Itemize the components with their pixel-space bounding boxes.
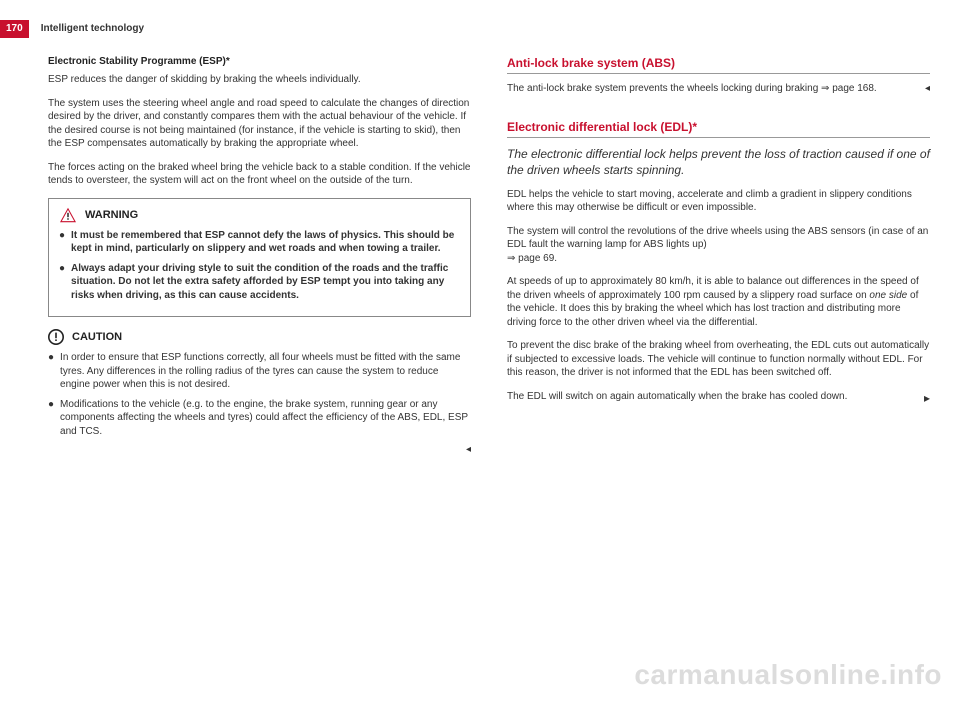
page: 170 Intelligent technology Electronic St…: [0, 0, 960, 475]
warning-bullet-2-text: Always adapt your driving style to suit …: [71, 262, 460, 303]
edl-intro: The electronic differential lock helps p…: [507, 146, 930, 178]
caution-circle-icon: [48, 329, 64, 345]
esp-paragraph-2: The forces acting on the braked wheel br…: [48, 161, 471, 188]
warning-box: WARNING ● It must be remembered that ESP…: [48, 198, 471, 318]
left-column: Electronic Stability Programme (ESP)* ES…: [48, 56, 471, 455]
warning-bullet-1: ● It must be remembered that ESP cannot …: [59, 229, 460, 256]
warning-bullet-1-text: It must be remembered that ESP cannot de…: [71, 229, 460, 256]
right-column: Anti-lock brake system (ABS) The anti-lo…: [507, 56, 930, 455]
watermark: carmanualsonline.info: [634, 659, 942, 691]
warning-triangle-icon: [59, 207, 77, 223]
bullet-icon: ●: [48, 351, 54, 392]
chapter-title: Intelligent technology: [41, 20, 144, 38]
edl-paragraph-3: At speeds of up to approximately 80 km/h…: [507, 275, 930, 329]
caution-bullet-2: ● Modifications to the vehicle (e.g. to …: [48, 398, 471, 439]
warning-label: WARNING: [85, 209, 138, 221]
abs-heading: Anti-lock brake system (ABS): [507, 56, 930, 74]
page-ref-168[interactable]: ⇒ page 168.: [821, 83, 877, 94]
edl-paragraph-4: To prevent the disc brake of the braking…: [507, 339, 930, 380]
warning-header: WARNING: [59, 207, 460, 223]
edl-heading: Electronic differential lock (EDL)*: [507, 120, 930, 138]
continued-icon: ▸: [924, 390, 930, 406]
content-columns: Electronic Stability Programme (ESP)* ES…: [0, 56, 930, 455]
edl-paragraph-2: The system will control the revolutions …: [507, 225, 930, 266]
section-end-icon: ◂: [925, 82, 930, 96]
esp-paragraph-1: The system uses the steering wheel angle…: [48, 97, 471, 151]
page-ref-69[interactable]: ⇒ page 69.: [507, 253, 557, 264]
edl-paragraph-1: EDL helps the vehicle to start moving, a…: [507, 188, 930, 215]
edl-p5-text: The EDL will switch on again automatical…: [507, 391, 847, 402]
caution-bullet-1: ● In order to ensure that ESP functions …: [48, 351, 471, 392]
section-end-icon: ◂: [466, 444, 471, 455]
caution-bullet-1-text: In order to ensure that ESP functions co…: [60, 351, 471, 392]
edl-p3a: At speeds of up to approximately 80 km/h…: [507, 276, 919, 301]
edl-paragraph-5: The EDL will switch on again automatical…: [507, 390, 930, 404]
edl-p2a: The system will control the revolutions …: [507, 226, 928, 251]
caution-bullet-2-text: Modifications to the vehicle (e.g. to th…: [60, 398, 471, 439]
edl-p3-italic: one side: [869, 290, 907, 301]
caution-header: CAUTION: [48, 329, 471, 345]
page-number: 170: [0, 20, 29, 38]
bullet-icon: ●: [59, 262, 65, 303]
bullet-icon: ●: [59, 229, 65, 256]
abs-text-a: The anti-lock brake system prevents the …: [507, 83, 821, 94]
abs-text: The anti-lock brake system prevents the …: [507, 82, 930, 96]
esp-intro: ESP reduces the danger of skidding by br…: [48, 73, 471, 87]
page-header: 170 Intelligent technology: [0, 20, 930, 38]
warning-bullet-2: ● Always adapt your driving style to sui…: [59, 262, 460, 303]
bullet-icon: ●: [48, 398, 54, 439]
caution-label: CAUTION: [72, 331, 122, 343]
esp-heading: Electronic Stability Programme (ESP)*: [48, 56, 471, 67]
